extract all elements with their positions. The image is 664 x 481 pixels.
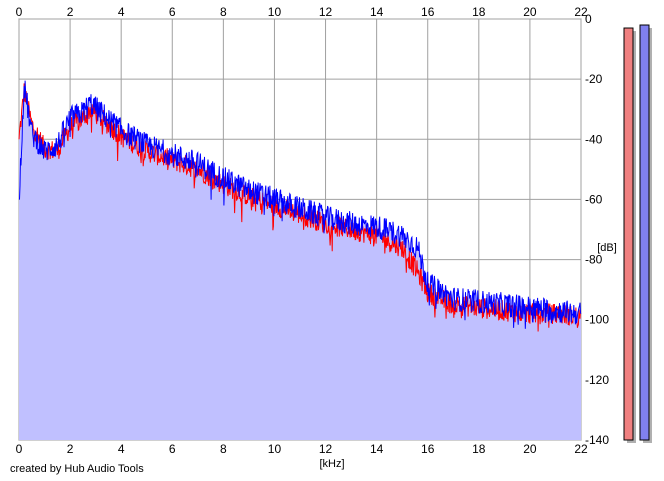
meter-bar-left (623, 27, 634, 441)
x-tick-label-top: 16 (421, 5, 435, 19)
x-tick-label-top: 8 (220, 5, 227, 19)
y-tick-label: -20 (585, 72, 603, 86)
x-tick-labels-top: 0 2 4 6 8 10 12 14 16 18 20 22 (16, 5, 588, 19)
x-tick-label-bottom: 0 (16, 442, 23, 456)
y-tick-label: -60 (585, 192, 603, 206)
y-tick-labels: 0 -20 -40 -60 -80 -100 -120 -140 (585, 12, 609, 447)
x-tick-labels-bottom: 0 2 4 6 8 10 12 14 16 18 20 22 (16, 442, 588, 456)
x-tick-label-bottom: 12 (319, 442, 333, 456)
x-tick-label-top: 2 (67, 5, 74, 19)
x-tick-label-bottom: 2 (67, 442, 74, 456)
y-tick-label: -40 (585, 132, 603, 146)
x-tick-label-bottom: 6 (169, 442, 176, 456)
x-axis-label: [kHz] (319, 458, 344, 470)
meter-bar-right (639, 24, 650, 441)
spectrum-lines (18, 80, 582, 332)
y-tick-label: 0 (585, 12, 592, 26)
spectrum-fill (19, 80, 581, 440)
x-tick-label-top: 20 (523, 5, 537, 19)
x-tick-label-bottom: 18 (472, 442, 486, 456)
x-tick-label-bottom: 20 (523, 442, 537, 456)
x-tick-label-top: 14 (370, 5, 384, 19)
x-tick-label-bottom: 22 (574, 442, 588, 456)
credit-text: created by Hub Audio Tools (10, 463, 144, 475)
series-line-blue (18, 80, 582, 329)
x-tick-label-top: 12 (319, 5, 333, 19)
x-tick-label-bottom: 14 (370, 442, 384, 456)
x-tick-label-top: 22 (574, 5, 588, 19)
y-tick-label: -100 (585, 313, 609, 327)
level-meters (623, 24, 652, 444)
x-tick-label-top: 4 (118, 5, 125, 19)
y-tick-label: -140 (585, 433, 609, 447)
x-tick-label-top: 6 (169, 5, 176, 19)
y-axis-label: [dB] (597, 242, 617, 254)
x-tick-label-top: 18 (472, 5, 486, 19)
x-tick-label-bottom: 16 (421, 442, 435, 456)
x-tick-label-bottom: 8 (220, 442, 227, 456)
spectrum-area (19, 80, 581, 440)
x-tick-label-top: 10 (268, 5, 282, 19)
y-tick-label: -80 (585, 253, 603, 267)
x-tick-label-bottom: 10 (268, 442, 282, 456)
x-tick-label-top: 0 (16, 5, 23, 19)
y-tick-label: -120 (585, 373, 609, 387)
x-tick-label-bottom: 4 (118, 442, 125, 456)
